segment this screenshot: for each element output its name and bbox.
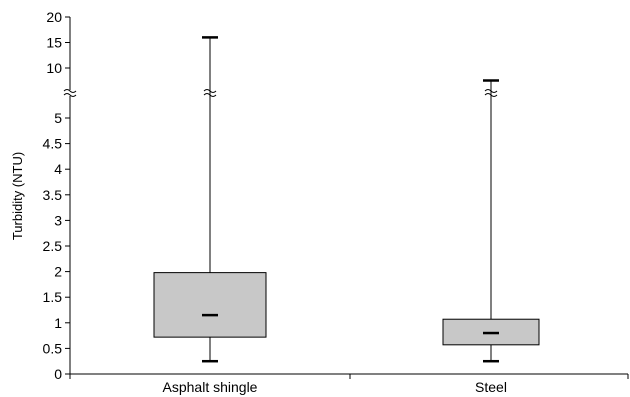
y-axis-title: Turbidity (NTU) bbox=[10, 152, 25, 240]
category-labels: Asphalt shingle Steel bbox=[163, 379, 507, 395]
y-tick-label-12: 15 bbox=[46, 35, 62, 51]
y-tick-label-4: 2 bbox=[54, 264, 62, 280]
boxes bbox=[153, 36, 540, 363]
y-tick-label-3: 1.5 bbox=[43, 289, 63, 305]
y-tick-label-5: 2.5 bbox=[43, 238, 63, 254]
y-tick-label-10: 5 bbox=[54, 110, 62, 126]
y-tick-label-6: 3 bbox=[54, 212, 62, 228]
axes bbox=[63, 17, 629, 379]
y-tick-label-13: 20 bbox=[46, 9, 62, 25]
y-tick-label-9: 4.5 bbox=[43, 136, 63, 152]
category-label-0: Asphalt shingle bbox=[163, 379, 258, 395]
y-axis-break-mark-b bbox=[63, 93, 77, 97]
y-axis-break-mark-a bbox=[63, 89, 77, 93]
y-ticks: 0 0.5 1 1.5 2 2.5 3 3.5 4 4.5 5 10 15 20 bbox=[43, 9, 70, 382]
category-label-1: Steel bbox=[475, 379, 507, 395]
box-0 bbox=[153, 272, 267, 338]
y-tick-label-1: 0.5 bbox=[43, 340, 63, 356]
y-tick-label-0: 0 bbox=[54, 366, 62, 382]
y-tick-label-7: 3.5 bbox=[43, 187, 63, 203]
y-tick-label-2: 1 bbox=[54, 315, 62, 331]
y-tick-label-8: 4 bbox=[54, 161, 62, 177]
y-tick-label-11: 10 bbox=[46, 60, 62, 76]
